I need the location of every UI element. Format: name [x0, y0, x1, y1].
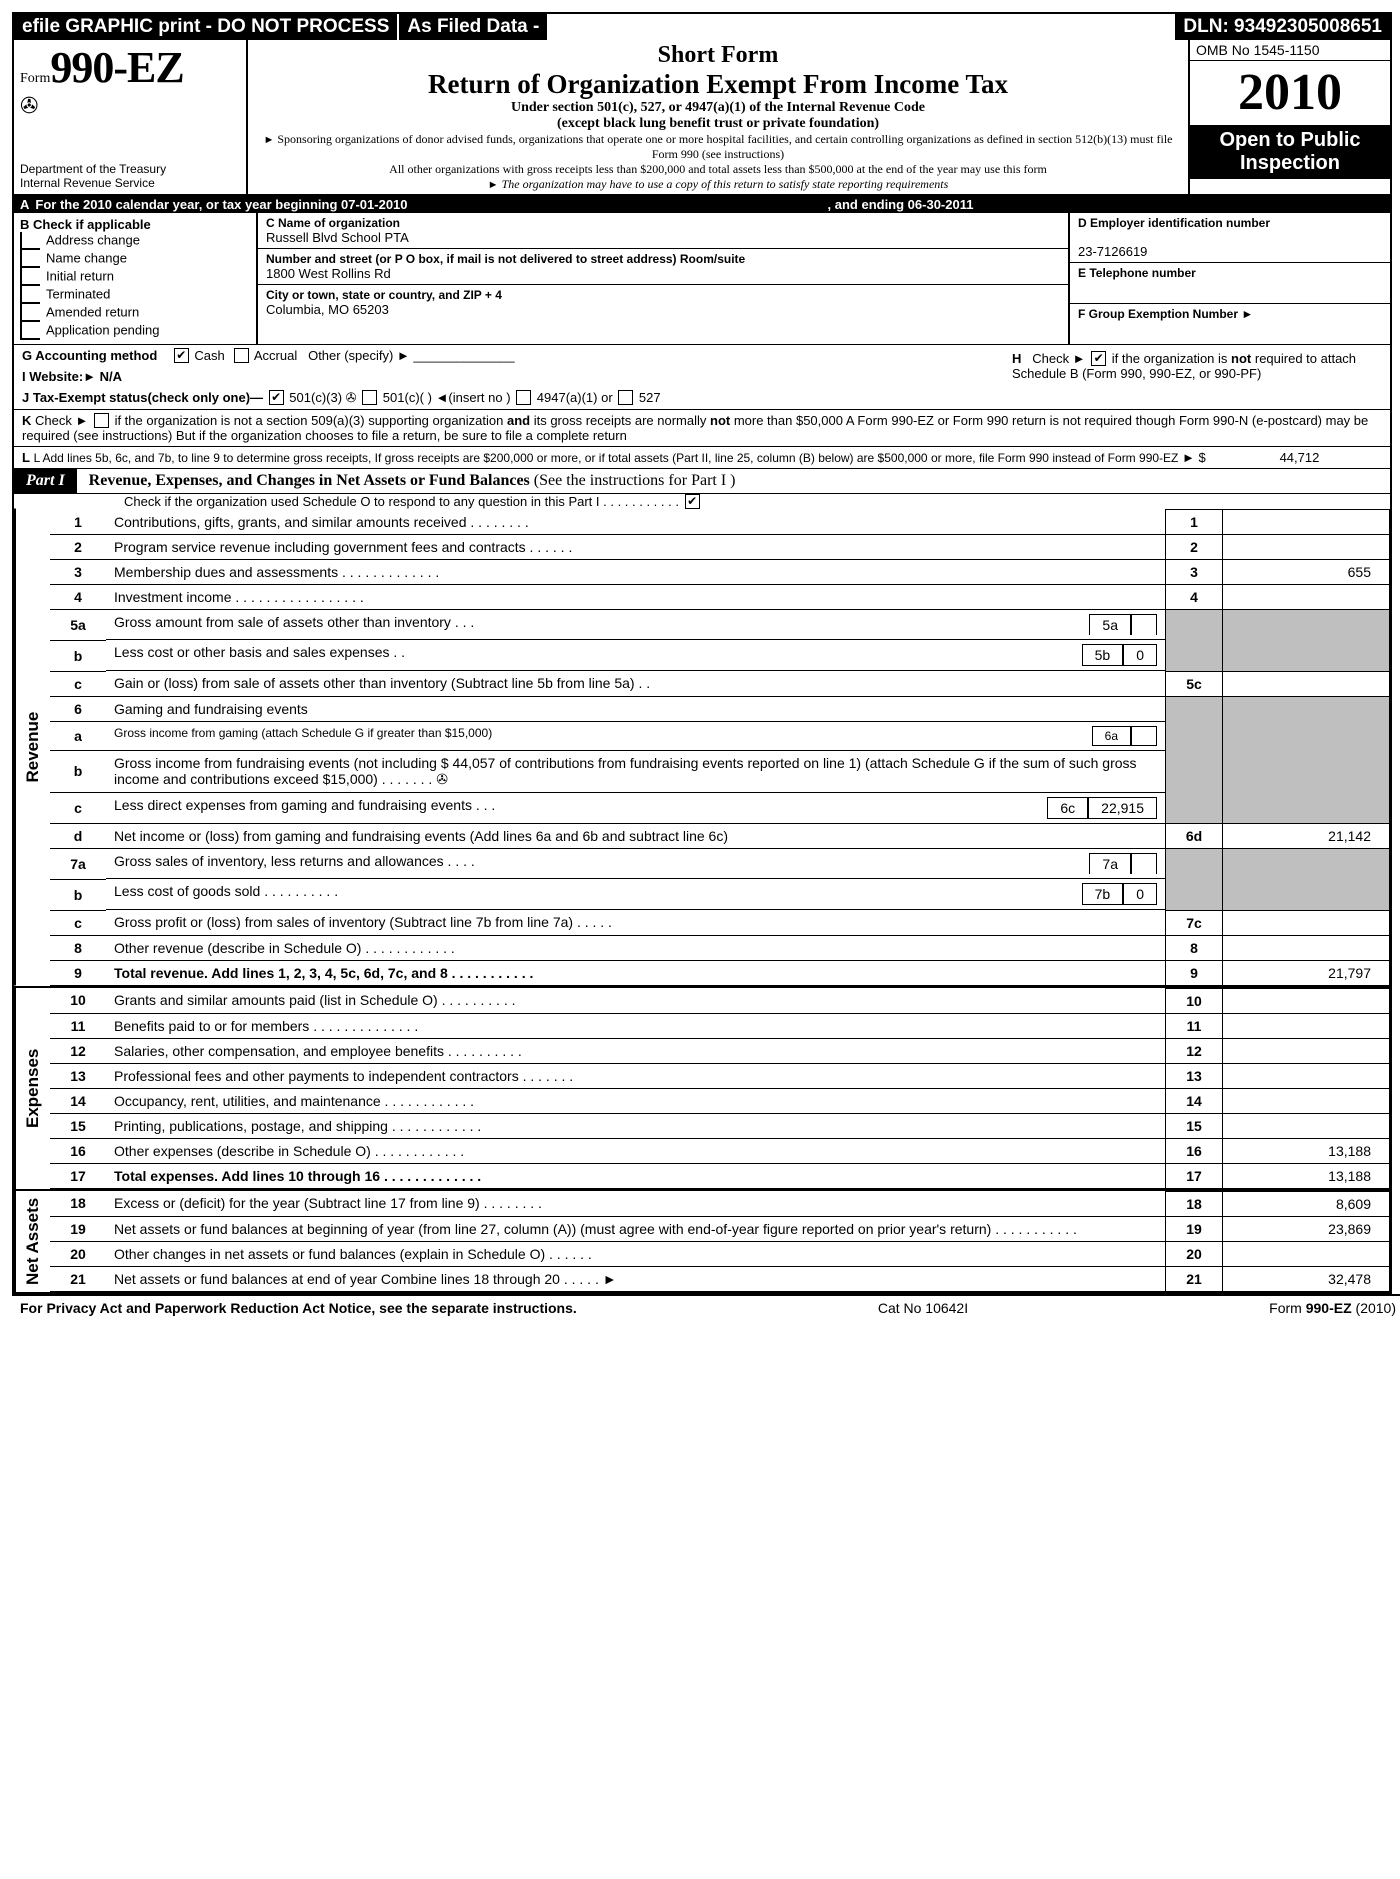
form-title: Return of Organization Exempt From Incom… [260, 69, 1176, 100]
netassets-section: Net Assets 18Excess or (deficit) for the… [14, 1189, 1390, 1292]
form-word: Form [20, 71, 50, 86]
gross-receipts: 44,712 [1209, 450, 1319, 465]
short-form: Short Form [260, 42, 1176, 69]
line17-amt: 13,188 [1223, 1163, 1390, 1188]
footer-left: For Privacy Act and Paperwork Reduction … [20, 1300, 577, 1316]
chk-4947[interactable] [516, 390, 531, 405]
form-page: efile GRAPHIC print - DO NOT PROCESS As … [12, 12, 1392, 1294]
subtitle-1: Under section 501(c), 527, or 4947(a)(1)… [260, 100, 1176, 116]
tax-year-begin: For the 2010 calendar year, or tax year … [35, 197, 407, 212]
tax-year: 2010 [1190, 61, 1390, 125]
col-def: D Employer identification number 23-7126… [1068, 213, 1390, 344]
netassets-label: Net Assets [14, 1191, 50, 1292]
form-number: 990-EZ [50, 43, 183, 92]
line6c-amt: 22,915 [1088, 797, 1157, 819]
line6d-amt: 21,142 [1223, 824, 1390, 849]
topbar: efile GRAPHIC print - DO NOT PROCESS As … [14, 14, 1390, 40]
part1-note: Check if the organization used Schedule … [14, 494, 1390, 509]
org-name: Russell Blvd School PTA [266, 230, 1060, 245]
page-footer: For Privacy Act and Paperwork Reduction … [12, 1294, 1400, 1316]
chk-accrual[interactable] [234, 348, 249, 363]
dept-treasury: Department of the Treasury [20, 162, 240, 176]
chk-name[interactable] [20, 250, 40, 268]
irs: Internal Revenue Service [20, 176, 240, 190]
header-left: Form990-EZ ✇ Department of the Treasury … [14, 40, 248, 194]
form-header: Form990-EZ ✇ Department of the Treasury … [14, 40, 1390, 196]
city: Columbia, MO 65203 [266, 302, 1060, 317]
footer-mid: Cat No 10642I [878, 1300, 968, 1316]
chk-terminated[interactable] [20, 286, 40, 304]
expenses-label: Expenses [14, 988, 50, 1189]
row-a: A For the 2010 calendar year, or tax yea… [14, 196, 1390, 213]
subtitle-2: (except black lung benefit trust or priv… [260, 116, 1176, 132]
line-h: H Check ► ✔ if the organization is not r… [1004, 345, 1390, 409]
header-center: Short Form Return of Organization Exempt… [248, 40, 1188, 194]
header-right: OMB No 1545-1150 2010 Open to Public Ins… [1188, 40, 1390, 194]
street-label: Number and street (or P O box, if mail i… [266, 252, 1060, 266]
chk-initial[interactable] [20, 268, 40, 286]
revenue-section: Revenue 1Contributions, gifts, grants, a… [14, 509, 1390, 986]
group-exempt-label: F Group Exemption Number ► [1078, 307, 1382, 321]
line16-amt: 13,188 [1223, 1138, 1390, 1163]
chk-k[interactable] [94, 413, 109, 428]
chk-501c[interactable] [362, 390, 377, 405]
city-label: City or town, state or country, and ZIP … [266, 288, 1060, 302]
line18-amt: 8,609 [1223, 1191, 1390, 1216]
line21-amt: 32,478 [1223, 1266, 1390, 1291]
line-g: G Accounting method ✔ Cash Accrual Other… [14, 345, 1004, 366]
chk-pending[interactable] [20, 322, 40, 340]
open-inspection: Open to Public Inspection [1190, 125, 1390, 179]
chk-501c3[interactable]: ✔ [269, 390, 284, 405]
footer-right: Form 990-EZ (2010) [1269, 1300, 1396, 1316]
line-k: K Check ► if the organization is not a s… [14, 409, 1390, 446]
line19-amt: 23,869 [1223, 1216, 1390, 1241]
line-l: L L Add lines 5b, 6c, and 7b, to line 9 … [14, 446, 1390, 468]
omb-number: OMB No 1545-1150 [1190, 40, 1390, 61]
note-2: All other organizations with gross recei… [260, 162, 1176, 177]
chk-schedo[interactable]: ✔ [685, 494, 700, 509]
street: 1800 West Rollins Rd [266, 266, 1060, 281]
dln: DLN: 93492305008651 [1175, 14, 1390, 40]
tax-year-end: , and ending 06-30-2011 [828, 197, 974, 212]
line-i: I Website:► N/A [14, 366, 1004, 387]
phone-label: E Telephone number [1078, 266, 1382, 280]
org-name-label: C Name of organization [266, 216, 1060, 230]
chk-527[interactable] [618, 390, 633, 405]
efile-notice: efile GRAPHIC print - DO NOT PROCESS [14, 14, 399, 40]
part1-header: Part I Revenue, Expenses, and Changes in… [14, 468, 1390, 494]
line3-amt: 655 [1223, 560, 1390, 585]
col-b: B Check if applicable Address change Nam… [14, 213, 258, 344]
ein: 23-7126619 [1078, 230, 1382, 259]
line-j: J Tax-Exempt status(check only one)— ✔ 5… [14, 387, 1004, 409]
chk-address[interactable] [20, 232, 40, 250]
note-3: The organization may have to use a copy … [502, 177, 949, 191]
as-filed: As Filed Data - [399, 14, 549, 40]
chk-amended[interactable] [20, 304, 40, 322]
line9-amt: 21,797 [1223, 960, 1390, 985]
note-1: Sponsoring organizations of donor advise… [277, 132, 1172, 161]
part1-tag: Part I [14, 469, 77, 493]
chk-schedb[interactable]: ✔ [1091, 351, 1106, 366]
expenses-section: Expenses 10Grants and similar amounts pa… [14, 986, 1390, 1189]
b-heading: B Check if applicable [20, 217, 250, 232]
col-c: C Name of organization Russell Blvd Scho… [258, 213, 1068, 344]
chk-cash[interactable]: ✔ [174, 348, 189, 363]
revenue-label: Revenue [14, 509, 50, 986]
entity-block: B Check if applicable Address change Nam… [14, 213, 1390, 345]
ein-label: D Employer identification number [1078, 216, 1382, 230]
